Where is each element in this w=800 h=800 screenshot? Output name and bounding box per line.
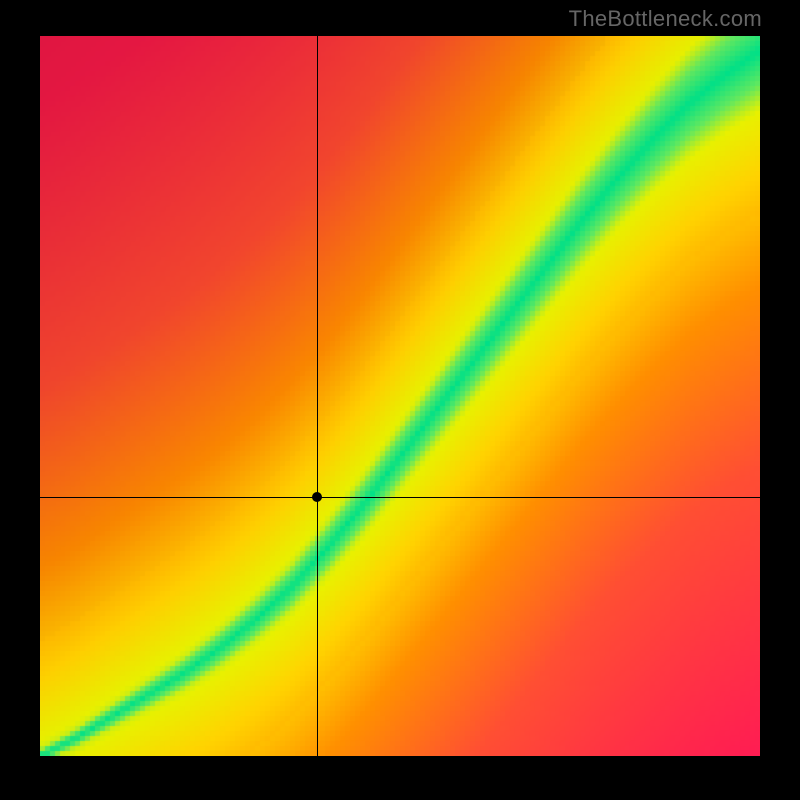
crosshair-vertical (317, 36, 318, 756)
bottleneck-heatmap-canvas (40, 36, 760, 756)
watermark-text: TheBottleneck.com (569, 6, 762, 32)
crosshair-horizontal (40, 497, 760, 498)
crosshair-marker (312, 492, 322, 502)
plot-area (40, 36, 760, 756)
